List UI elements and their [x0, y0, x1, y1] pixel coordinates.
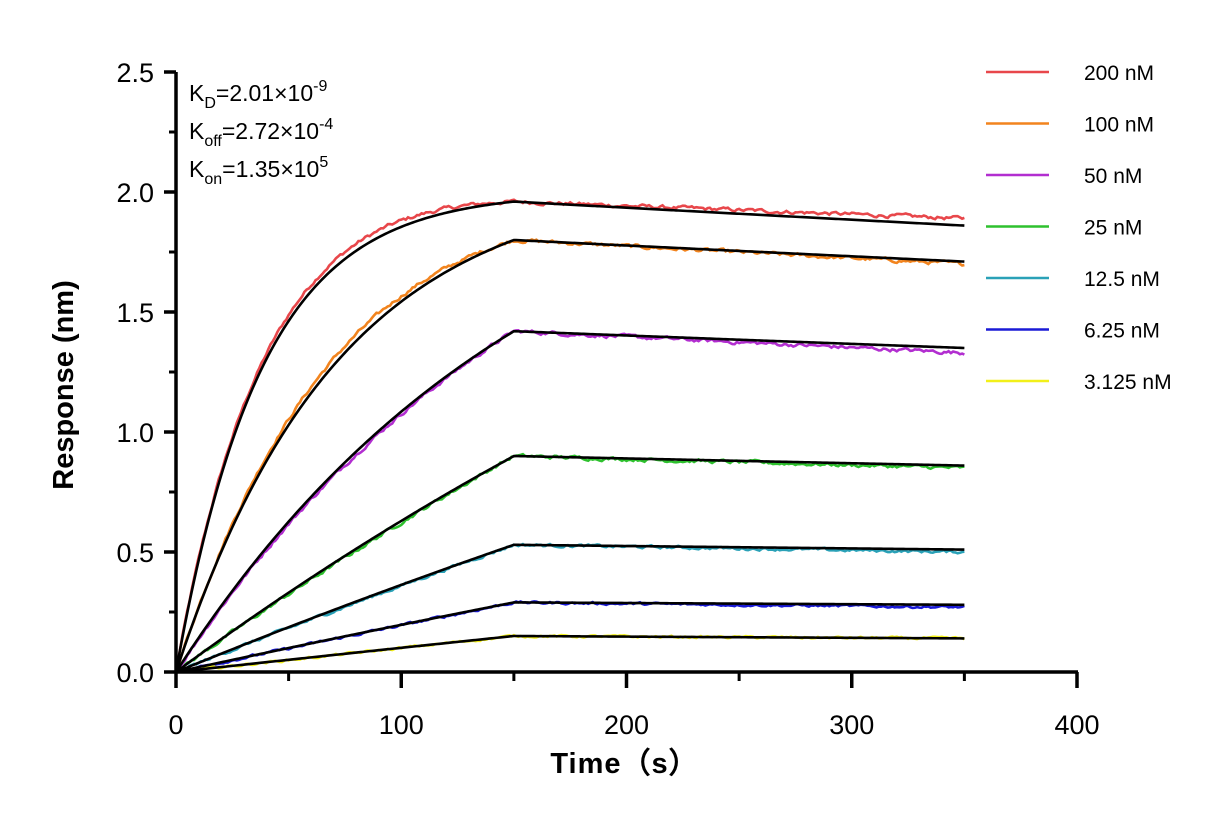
x-tick-label: 400 [1054, 710, 1099, 740]
kinetic-constants: KD=2.01×10-9 Koff=2.72×10-4 Kon=1.35×105 [189, 78, 333, 188]
fit-curve-5 [175, 601, 965, 674]
legend-label-2: 50 nM [1084, 165, 1142, 188]
y-tick-label: 0.0 [116, 658, 154, 688]
x-tick-label: 200 [604, 710, 649, 740]
x-tick-label: 0 [168, 710, 183, 740]
legend-label-1: 100 nM [1084, 114, 1154, 137]
legend-label-6: 3.125 nM [1084, 371, 1172, 394]
fit-curve-1 [174, 238, 965, 673]
y-tick-label: 1.5 [116, 298, 154, 328]
legend-label-4: 12.5 nM [1084, 268, 1160, 291]
y-tick-label: 2.0 [116, 178, 154, 208]
annotation-kon: Kon=1.35×105 [189, 154, 328, 188]
fit-curve-6 [175, 634, 965, 674]
legend-label-0: 200 nM [1084, 62, 1154, 85]
y-tick-label: 1.0 [116, 418, 154, 448]
fit-curve-0 [174, 200, 965, 673]
x-tick-label: 300 [829, 710, 874, 740]
series-trace-2 [175, 329, 965, 673]
y-tick-label: 2.5 [116, 58, 154, 88]
y-axis-title: Response (nm) [48, 280, 80, 489]
x-tick-label: 100 [379, 710, 424, 740]
fit-curve-3 [175, 454, 965, 674]
plot-area [174, 198, 965, 674]
annotation-kd: KD=2.01×10-9 [189, 78, 327, 112]
series-trace-4 [175, 542, 965, 673]
series-trace-1 [174, 238, 965, 673]
fit-curve-4 [175, 543, 965, 674]
axes: 0.0 0.5 1.0 1.5 2.0 2.5 0 100 200 300 400 Time（s） Re… [48, 58, 1100, 780]
y-tick-label: 0.5 [116, 538, 154, 568]
x-axis-title: Time（s） [550, 747, 698, 780]
series-trace-6 [175, 633, 965, 673]
fit-curve-2 [174, 329, 965, 673]
annotation-koff: Koff=2.72×10-4 [189, 116, 333, 150]
legend-label-3: 25 nM [1084, 217, 1142, 240]
legend: 200 nM 100 nM 50 nM 25 nM 12.5 nM 6.25 nM 3.12… [986, 62, 1172, 394]
series-trace-0 [174, 198, 965, 672]
legend-label-5: 6.25 nM [1084, 320, 1160, 343]
